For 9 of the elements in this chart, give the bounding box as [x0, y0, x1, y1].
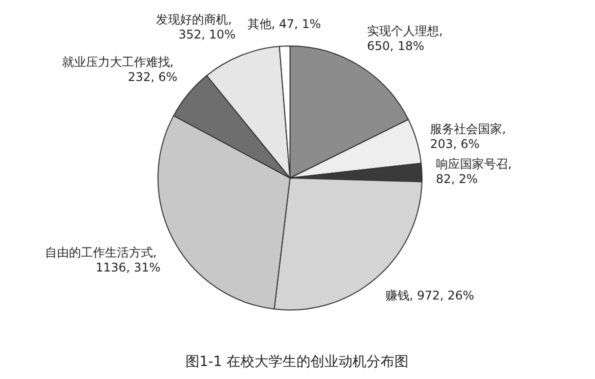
slice-label: 就业压力大工作难找, 232, 6%: [62, 55, 178, 84]
slice-label: 响应国家号召, 82, 2%: [436, 156, 516, 186]
slice-label: 发现好的商机, 352, 10%: [156, 12, 236, 42]
slice-label: 服务社会国家, 203, 6%: [430, 122, 510, 151]
slice-label: 其他, 47, 1%: [247, 17, 321, 32]
text: 图1-1 在校大学生的创业动机分布图: [185, 354, 409, 370]
slice-label: 赚钱, 972, 26%: [385, 288, 474, 303]
slice-label: 自由的工作生活方式, 1136, 31%: [44, 245, 160, 274]
slice-label: 实现个人理想, 650, 18%: [367, 24, 447, 53]
